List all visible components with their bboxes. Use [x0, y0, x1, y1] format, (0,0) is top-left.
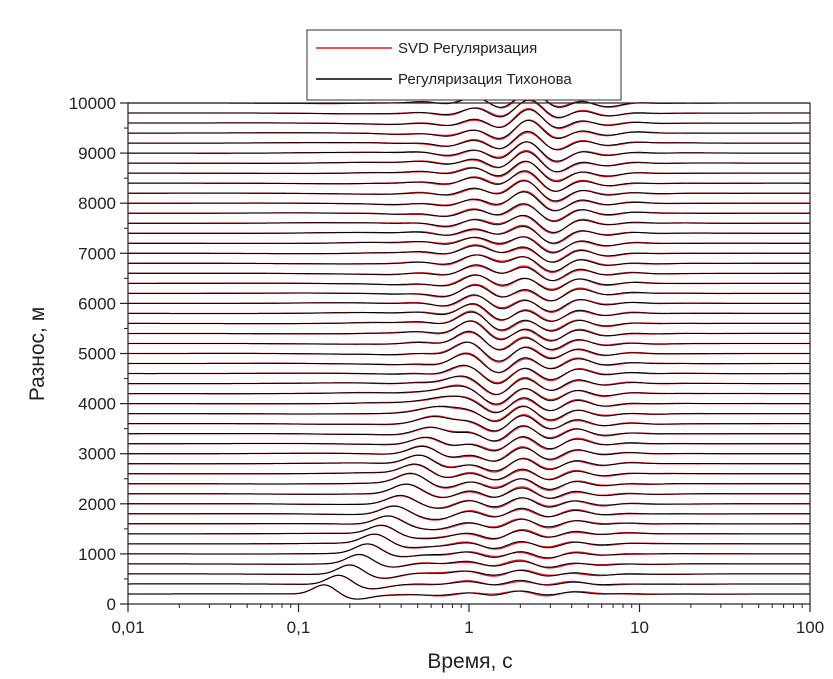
y-axis-title: Разнос, м — [26, 307, 49, 401]
y-tick-label: 5000 — [78, 345, 116, 364]
trace-svd — [128, 331, 810, 351]
trace-svd — [128, 365, 810, 384]
y-tick-label: 8000 — [78, 194, 116, 213]
trace-tikhonov — [128, 109, 810, 129]
trace-tikhonov — [128, 294, 810, 312]
trace-tikhonov — [128, 353, 810, 373]
y-tick-label: 1000 — [78, 545, 116, 564]
y-axis: 0 1000 2000 3000 4000 5000 6000 7000 8000 9000 100… — [69, 94, 128, 614]
trace-tikhonov — [128, 311, 810, 332]
trace-lines — [127, 89, 811, 600]
x-axis-title: Время, с — [427, 650, 512, 673]
trace-tikhonov — [128, 236, 810, 254]
trace-svd — [128, 533, 810, 550]
trace-tikhonov — [128, 303, 810, 323]
trace-tikhonov — [128, 505, 810, 520]
trace-tikhonov — [128, 463, 810, 481]
trace-tikhonov — [128, 191, 810, 212]
trace-svd — [128, 584, 810, 600]
x-axis: 0,01 0,1 1 10 100 — [111, 604, 824, 637]
y-tick-label: 3000 — [78, 445, 116, 464]
trace-svd — [128, 108, 810, 130]
y-tick-label: 7000 — [78, 244, 116, 263]
trace-tikhonov — [128, 543, 810, 559]
trace-tikhonov — [128, 483, 810, 499]
legend-label-svd: SVD Регуляризация — [398, 40, 537, 57]
trace-tikhonov — [128, 214, 810, 233]
trace-tikhonov — [128, 284, 810, 302]
trace-tikhonov — [128, 533, 810, 549]
trace-svd — [128, 224, 810, 245]
trace-tikhonov — [128, 151, 810, 173]
y-tick-label: 6000 — [78, 294, 116, 313]
trace-tikhonov — [128, 99, 810, 118]
trace-tikhonov — [128, 584, 810, 600]
legend-box — [306, 29, 622, 101]
trace-svd — [128, 352, 810, 374]
trace-tikhonov — [128, 330, 810, 351]
trace-svd — [128, 543, 810, 560]
trace-tikhonov — [128, 515, 810, 531]
trace-tikhonov — [128, 130, 810, 151]
y-tick-label: 4000 — [78, 395, 116, 414]
legend-label-tikhonov: Регуляризация Тихонова — [398, 71, 572, 88]
trace-svd — [128, 341, 810, 363]
y-tick-label: 2000 — [78, 495, 116, 514]
trace-tikhonov — [128, 395, 810, 414]
trace-tikhonov — [128, 364, 810, 385]
trace-tikhonov — [128, 445, 810, 462]
x-tick-label: 0,01 — [111, 618, 144, 637]
trace-tikhonov — [128, 264, 810, 281]
trace-tikhonov — [128, 245, 810, 263]
trace-tikhonov — [128, 564, 810, 579]
x-tick-label: 1 — [464, 618, 473, 637]
trace-svd — [128, 505, 810, 521]
trace-tikhonov — [128, 425, 810, 442]
trace-tikhonov — [128, 141, 810, 162]
trace-tikhonov — [128, 385, 810, 405]
y-tick-label: 9000 — [78, 144, 116, 163]
trace-svd — [128, 495, 810, 509]
trace-tikhonov — [128, 436, 810, 452]
trace-tikhonov — [128, 160, 810, 183]
trace-tikhonov — [128, 553, 810, 568]
trace-tikhonov — [128, 574, 810, 590]
y-tick-label: 10000 — [69, 94, 116, 113]
legend: SVD Регуляризация Регуляризация Тихонова — [306, 29, 622, 101]
trace-tikhonov — [128, 454, 810, 472]
trace-tikhonov — [128, 320, 811, 341]
y-tick-label: 0 — [107, 595, 116, 614]
trace-svd — [128, 524, 810, 540]
trace-tikhonov — [128, 494, 810, 509]
trace-tikhonov — [128, 254, 810, 272]
trace-tikhonov — [128, 524, 810, 540]
trace-svd — [128, 375, 810, 396]
trace-tikhonov — [128, 341, 810, 362]
trace-tikhonov — [127, 170, 810, 192]
trace-tikhonov — [128, 180, 810, 202]
trace-tikhonov — [128, 203, 810, 222]
trace-tikhonov — [128, 225, 810, 244]
trace-tikhonov — [128, 405, 810, 423]
trace-svd — [128, 190, 810, 212]
x-tick-label: 100 — [796, 618, 824, 637]
trace-tikhonov — [128, 274, 810, 291]
trace-svd — [128, 463, 810, 481]
trace-tikhonov — [128, 375, 810, 395]
trace-tikhonov — [128, 119, 810, 140]
x-tick-label: 0,1 — [287, 618, 311, 637]
trace-tikhonov — [128, 415, 810, 432]
trace-svd — [128, 236, 810, 253]
x-tick-label: 10 — [630, 618, 649, 637]
trace-tikhonov — [128, 473, 810, 490]
